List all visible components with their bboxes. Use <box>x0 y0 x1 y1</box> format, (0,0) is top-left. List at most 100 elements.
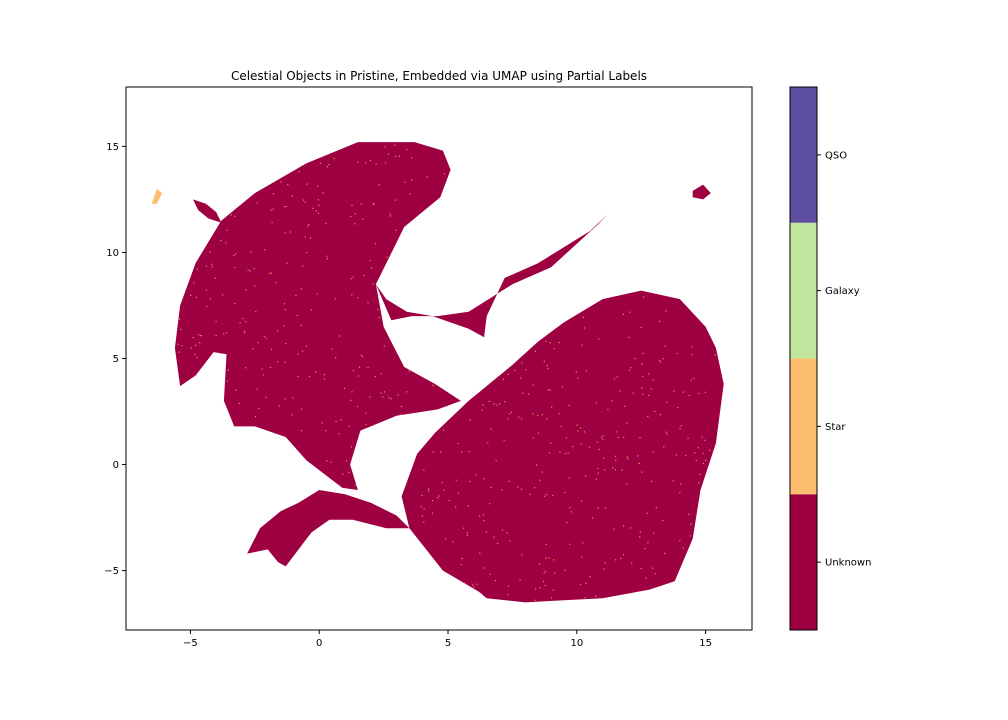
star-point <box>467 505 469 507</box>
star-point <box>544 495 546 497</box>
star-point <box>568 404 570 406</box>
star-point <box>558 341 560 344</box>
star-point <box>534 599 536 601</box>
star-point <box>542 601 544 603</box>
star-point <box>356 405 359 408</box>
star-point <box>330 461 332 463</box>
star-point <box>350 446 352 448</box>
star-point <box>378 184 380 186</box>
star-point <box>611 400 613 402</box>
star-point <box>580 443 582 445</box>
star-point <box>209 251 211 253</box>
star-point <box>597 472 599 474</box>
star-point <box>581 500 583 502</box>
star-point <box>553 348 555 350</box>
star-point <box>634 357 636 360</box>
star-point <box>255 311 257 313</box>
star-point <box>242 317 244 320</box>
star-point <box>298 171 300 173</box>
star-point <box>469 480 471 483</box>
star-point <box>227 369 229 371</box>
star-point <box>338 335 340 337</box>
star-point <box>358 366 361 368</box>
star-point <box>680 483 682 485</box>
star-point <box>709 449 711 451</box>
star-point <box>284 308 286 311</box>
star-point <box>631 562 633 564</box>
star-point <box>485 531 487 533</box>
star-point <box>542 580 545 583</box>
star-point <box>394 199 396 201</box>
star-point <box>192 337 194 339</box>
star-point <box>494 580 497 582</box>
star-point <box>271 348 273 350</box>
star-point <box>239 322 241 324</box>
colorbar-segment-qso <box>790 87 817 223</box>
star-point <box>637 455 639 457</box>
star-point <box>583 327 585 329</box>
star-point <box>223 333 225 335</box>
star-point <box>614 469 616 471</box>
star-point <box>277 361 279 363</box>
star-point <box>303 199 305 201</box>
star-point <box>300 288 303 290</box>
star-point <box>321 422 323 424</box>
star-point <box>532 437 534 439</box>
star-point <box>225 332 228 334</box>
star-point <box>704 439 706 441</box>
star-point <box>289 231 291 233</box>
star-point <box>648 394 650 396</box>
star-point <box>613 378 615 380</box>
star-point <box>544 570 547 573</box>
star-point <box>338 433 340 435</box>
star-point <box>205 265 207 267</box>
star-point <box>702 452 704 454</box>
star-point <box>529 493 531 495</box>
star-point <box>495 460 497 462</box>
chart-title: Celestial Objects in Pristine, Embedded … <box>231 69 647 83</box>
colorbar-segment-galaxy <box>790 222 817 359</box>
star-point <box>544 584 546 587</box>
star-point <box>272 193 275 195</box>
y-axis: −5 0 5 10 15 <box>104 142 126 577</box>
star-point <box>394 144 396 146</box>
star-point <box>367 302 369 304</box>
star-point <box>602 435 604 437</box>
star-point <box>350 278 352 280</box>
star-point <box>621 469 623 471</box>
star-point <box>630 367 632 369</box>
star-point <box>278 405 280 407</box>
star-point <box>694 452 696 454</box>
star-point <box>677 407 679 409</box>
star-point <box>234 302 236 305</box>
star-point <box>539 479 541 481</box>
star-point <box>502 378 504 380</box>
star-point <box>620 557 622 559</box>
star-point <box>180 328 182 331</box>
star-point <box>506 532 508 534</box>
star-point <box>704 391 707 393</box>
star-point <box>326 460 328 462</box>
star-point <box>408 370 410 372</box>
star-point <box>483 478 485 480</box>
x-axis: −5 0 5 10 15 <box>183 630 712 649</box>
star-point <box>546 493 548 496</box>
star-point <box>481 409 483 411</box>
star-point <box>597 507 599 509</box>
cluster-unknown-3 <box>247 490 410 567</box>
star-point <box>348 425 350 427</box>
star-point <box>421 515 423 517</box>
star-point <box>615 559 617 561</box>
star-point <box>680 425 682 427</box>
colorbar-label-unknown: Unknown <box>825 558 871 569</box>
star-point <box>287 184 289 186</box>
star-point <box>533 487 536 489</box>
x-tick-label: 15 <box>699 638 712 649</box>
star-point <box>628 336 630 338</box>
star-point <box>357 375 360 377</box>
star-point <box>552 495 554 497</box>
star-point <box>575 371 577 373</box>
star-point <box>482 567 485 569</box>
star-point <box>685 454 687 457</box>
star-point <box>660 361 662 363</box>
